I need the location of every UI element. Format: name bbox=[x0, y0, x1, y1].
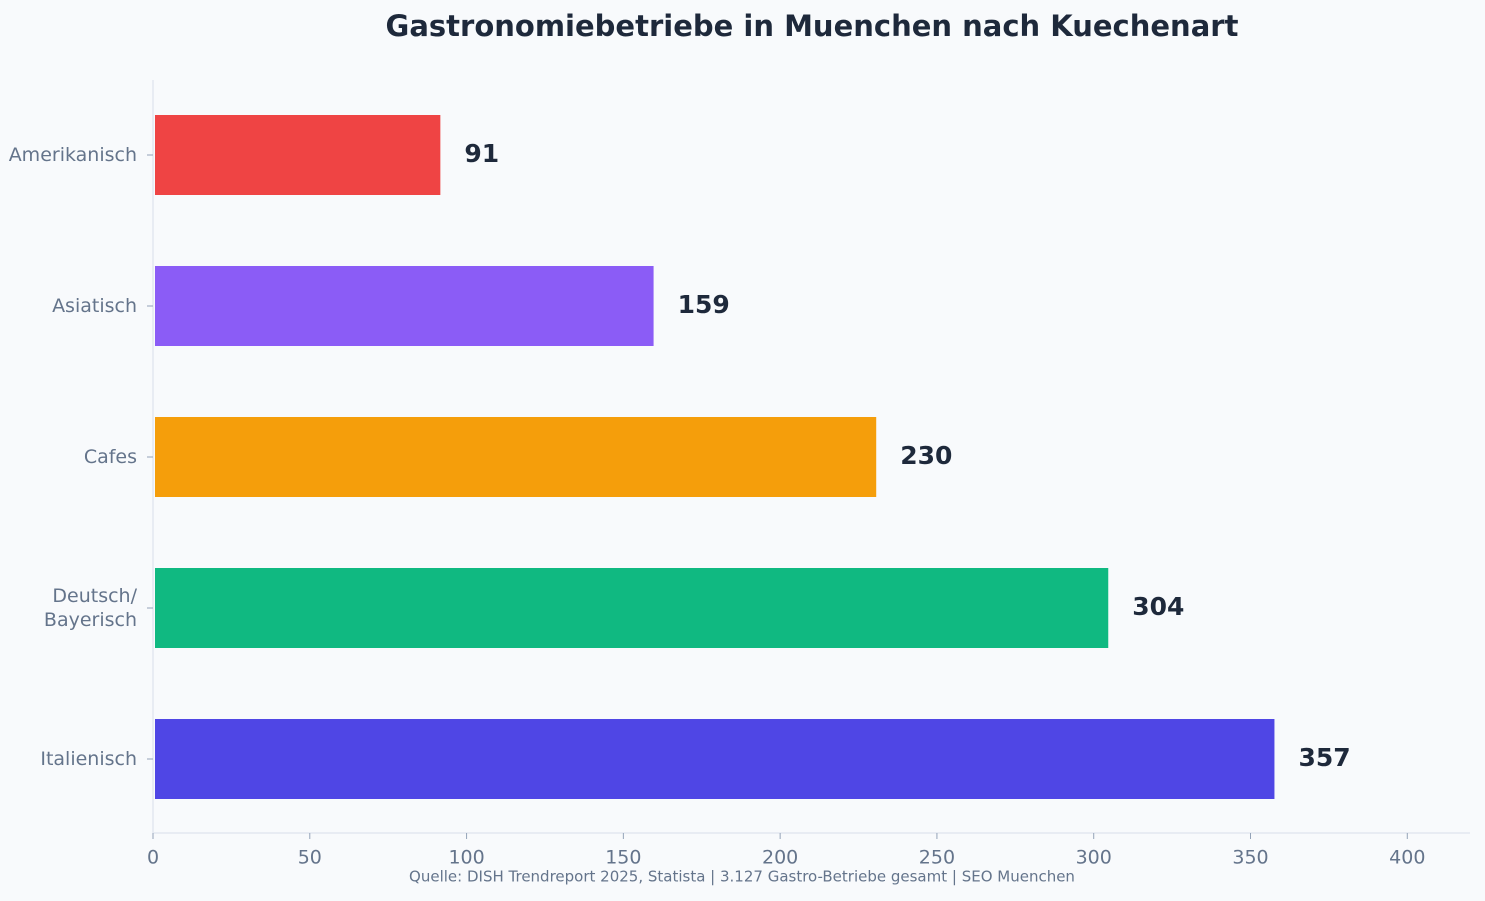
value-label: 304 bbox=[1132, 592, 1184, 621]
bar bbox=[155, 568, 1109, 648]
y-tick-label: Cafes bbox=[83, 446, 137, 468]
chart-title: Gastronomiebetriebe in Muenchen nach Kue… bbox=[386, 9, 1239, 43]
x-tick-label: 150 bbox=[605, 847, 641, 869]
source-note: Quelle: DISH Trendreport 2025, Statista … bbox=[409, 868, 1075, 886]
bar bbox=[155, 266, 654, 346]
value-label: 230 bbox=[900, 441, 952, 470]
bar bbox=[155, 417, 877, 497]
x-tick-label: 250 bbox=[919, 847, 955, 869]
x-tick-label: 350 bbox=[1232, 847, 1268, 869]
y-tick-label: Italienisch bbox=[40, 748, 137, 770]
y-tick-label: Asiatisch bbox=[52, 295, 137, 317]
y-tick-label: Amerikanisch bbox=[8, 144, 137, 166]
x-tick-label: 200 bbox=[762, 847, 798, 869]
bar bbox=[155, 115, 441, 195]
x-tick-label: 300 bbox=[1076, 847, 1112, 869]
value-label: 159 bbox=[678, 290, 730, 319]
x-tick-label: 400 bbox=[1389, 847, 1425, 869]
x-tick-label: 50 bbox=[298, 847, 322, 869]
bar bbox=[155, 719, 1275, 799]
x-tick-label: 100 bbox=[448, 847, 484, 869]
y-tick-label: Deutsch/ Bayerisch bbox=[43, 585, 137, 631]
value-label: 91 bbox=[464, 139, 499, 168]
value-label: 357 bbox=[1298, 743, 1350, 772]
x-tick-label: 0 bbox=[147, 847, 159, 869]
